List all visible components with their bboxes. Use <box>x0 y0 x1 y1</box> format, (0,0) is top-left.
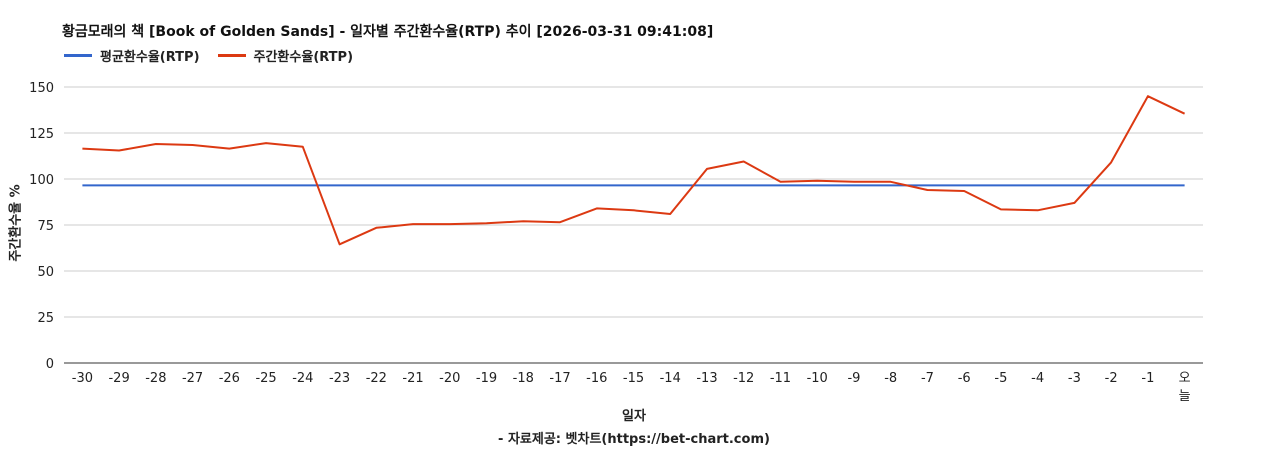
x-tick-label: -14 <box>660 371 681 386</box>
y-axis-title: 주간환수율 % <box>8 184 24 262</box>
legend-item-weekly[interactable]: 주간환수율(RTP) <box>217 46 354 65</box>
x-tick-label: -5 <box>994 371 1007 386</box>
x-tick-label: -13 <box>696 371 717 386</box>
x-tick-label: -27 <box>182 371 203 386</box>
y-tick-label: 50 <box>37 265 54 280</box>
x-tick-label: -17 <box>549 371 570 386</box>
x-tick-label: -18 <box>513 371 534 386</box>
y-tick-labels: 0 25 50 75 100 125 150 <box>29 81 54 372</box>
x-tick-label: -22 <box>366 371 387 386</box>
data-source-credit: - 자료제공: 벳차트(https://bet-chart.com) <box>498 432 770 447</box>
y-tick-label: 25 <box>37 311 54 326</box>
y-tick-label: 75 <box>37 219 54 234</box>
x-tick-label: -6 <box>958 371 971 386</box>
x-tick-label: -23 <box>329 371 350 386</box>
x-tick-label: -28 <box>145 371 166 386</box>
x-tick-label: -3 <box>1068 371 1081 386</box>
x-tick-label: -16 <box>586 371 607 386</box>
x-tick-label: -30 <box>72 371 93 386</box>
series-lines <box>82 95 1186 246</box>
y-tick-label: 150 <box>29 81 54 96</box>
x-tick-label: -12 <box>733 371 754 386</box>
x-tick-label: -10 <box>807 371 828 386</box>
x-tick-label: -26 <box>219 371 240 386</box>
y-tick-label: 100 <box>29 173 54 188</box>
x-tick-label: -7 <box>921 371 934 386</box>
x-tick-labels: -30 -29 -28 -27 -26 -25 -24 -23 -22 -21 -20 -19 -18-… <box>72 371 1191 404</box>
x-axis-title: 일자 <box>622 409 646 424</box>
legend-label-average: 평균환수율(RTP) <box>100 50 200 65</box>
legend-label-weekly: 주간환수율(RTP) <box>253 50 354 65</box>
x-tick-label: -4 <box>1031 371 1044 386</box>
x-tick-label: -20 <box>439 371 460 386</box>
x-tick-label: -11 <box>770 371 791 386</box>
x-tick-label: -2 <box>1105 371 1118 386</box>
x-tick-label: -1 <box>1141 371 1154 386</box>
legend-swatch-average <box>64 54 92 57</box>
series-line-weekly <box>82 95 1186 246</box>
x-tick-label: -15 <box>623 371 644 386</box>
y-tick-label: 0 <box>46 357 54 372</box>
legend-swatch-weekly <box>217 54 246 57</box>
legend: 평균환수율(RTP) 주간환수율(RTP) <box>64 46 371 65</box>
x-tick-label: -19 <box>476 371 497 386</box>
y-tick-label: 125 <box>29 127 54 142</box>
x-tick-label: -25 <box>255 371 276 386</box>
chart-title: 황금모래의 책 [Book of Golden Sands] - 일자별 주간환… <box>62 24 714 40</box>
x-tick-label: -29 <box>108 371 129 386</box>
x-tick-label: -9 <box>847 371 860 386</box>
x-tick-label: -24 <box>292 371 313 386</box>
legend-item-average[interactable]: 평균환수율(RTP) <box>64 46 200 65</box>
x-tick-label: -8 <box>884 371 897 386</box>
x-tick-label: -21 <box>402 371 423 386</box>
grid-lines <box>64 86 1203 318</box>
